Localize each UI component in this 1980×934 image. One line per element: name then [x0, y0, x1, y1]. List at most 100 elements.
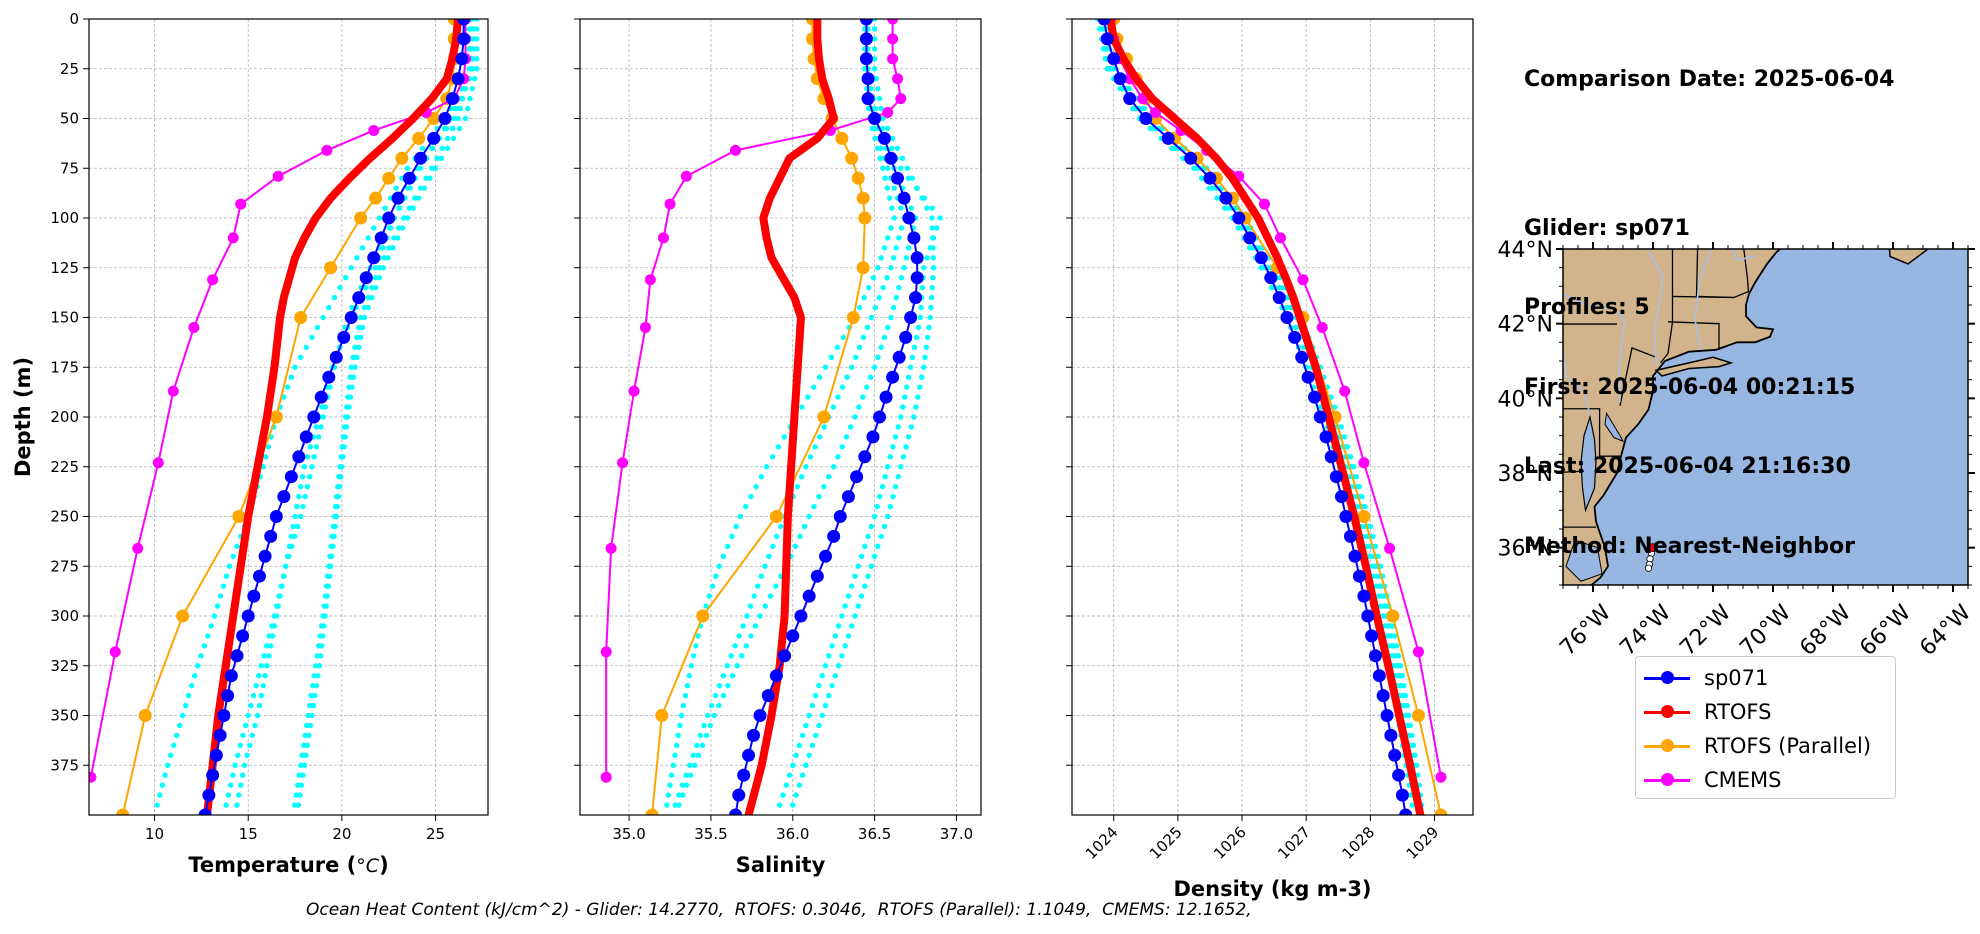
profile-point: [885, 165, 891, 171]
profile-point: [875, 85, 881, 92]
profile-point: [832, 673, 839, 679]
xtick-label: 1024: [1082, 823, 1122, 863]
glider-marker: [886, 370, 900, 384]
glider-marker: [1348, 549, 1362, 563]
profile-point: [799, 732, 806, 739]
profile-point: [316, 663, 323, 669]
profile-point: [256, 673, 262, 679]
profile-point: [839, 444, 845, 450]
profile-point: [835, 663, 842, 669]
profile-point: [258, 692, 265, 699]
glider-marker: [269, 510, 283, 523]
profile-point: [871, 125, 878, 132]
profile-point: [732, 643, 738, 649]
profile-point: [325, 583, 332, 589]
glider-latest-position: [1648, 543, 1658, 553]
profile-point: [799, 404, 805, 410]
profile-point: [840, 334, 846, 341]
glider-marker: [252, 569, 266, 583]
profile-point: [908, 424, 914, 430]
nova-scotia: [1888, 249, 1930, 265]
river: [1694, 249, 1713, 350]
profile-point: [830, 404, 837, 410]
profile-point: [306, 474, 313, 480]
profile-point: [451, 115, 457, 122]
profile-point: [676, 792, 682, 798]
profile-point: [365, 294, 371, 301]
profile-point: [762, 563, 768, 569]
rtofs_parallel-marker: [382, 171, 396, 185]
profile-point: [1268, 284, 1275, 291]
profile-point: [331, 294, 338, 301]
profile-point: [774, 533, 780, 540]
profile-point: [311, 454, 317, 460]
profile-point: [372, 265, 379, 271]
profile-point: [307, 722, 314, 729]
profile-point: [334, 503, 341, 510]
profile-point: [924, 205, 930, 211]
glider-marker: [877, 131, 891, 145]
glider-marker: [1372, 669, 1386, 683]
profile-point: [898, 205, 904, 211]
profile-point: [829, 682, 835, 689]
profile-point: [263, 454, 269, 460]
cmems-marker: [1149, 107, 1161, 119]
map-area: [1563, 249, 1968, 585]
glider-marker: [1329, 470, 1343, 484]
glider-marker: [884, 151, 898, 165]
profile-point: [848, 623, 855, 629]
glider-marker: [861, 92, 875, 106]
river: [1646, 249, 1663, 365]
cmems-marker: [1339, 385, 1351, 397]
profile-point: [264, 663, 270, 669]
profile-point: [303, 752, 309, 758]
profile-point: [322, 613, 328, 619]
profile-point: [884, 185, 891, 191]
glider-marker: [382, 211, 396, 225]
profile-point: [917, 384, 923, 390]
rtofs_parallel-marker: [269, 410, 283, 424]
profile-point: [327, 563, 334, 569]
profile-point: [340, 454, 346, 460]
rtofs_parallel-marker: [846, 311, 860, 324]
profile-point: [892, 434, 899, 440]
profile-point: [893, 294, 899, 301]
profile-point: [886, 195, 893, 201]
profile-point: [709, 583, 716, 589]
profile-point: [909, 354, 916, 360]
profile-point: [291, 802, 298, 808]
profile-point: [888, 314, 894, 321]
cmems-marker: [892, 73, 904, 85]
profile-point: [835, 623, 842, 629]
profile-point: [1389, 633, 1395, 639]
profile-point: [913, 334, 920, 341]
glider-marker: [1254, 251, 1268, 265]
profile-point: [860, 394, 866, 400]
profile-point: [263, 643, 270, 649]
profile-point: [672, 752, 678, 758]
profile-point: [797, 533, 803, 540]
glider-profile: [1098, 19, 1421, 808]
profile-point: [350, 374, 357, 380]
profile-point: [822, 663, 829, 669]
glider-marker: [728, 808, 742, 815]
profile-point: [1373, 583, 1379, 589]
profile-point: [885, 513, 891, 520]
profile-point: [302, 732, 308, 739]
cmems-marker: [368, 124, 380, 136]
profile-point: [688, 663, 694, 669]
profile-point: [474, 56, 480, 62]
glider-marker: [897, 191, 911, 205]
rtofs_parallel-marker: [176, 609, 190, 623]
profile-point: [890, 493, 896, 500]
map-ytick-label: 42°N: [1498, 313, 1553, 338]
river: [1563, 353, 1591, 416]
profile-point: [924, 334, 931, 341]
profile-point: [347, 394, 354, 400]
xtick-label: 36.0: [776, 825, 809, 843]
cmems-marker: [644, 274, 656, 286]
profile-point: [1102, 46, 1108, 52]
profile-point: [697, 732, 704, 739]
profile-point: [874, 503, 880, 510]
profile-point: [297, 792, 303, 798]
